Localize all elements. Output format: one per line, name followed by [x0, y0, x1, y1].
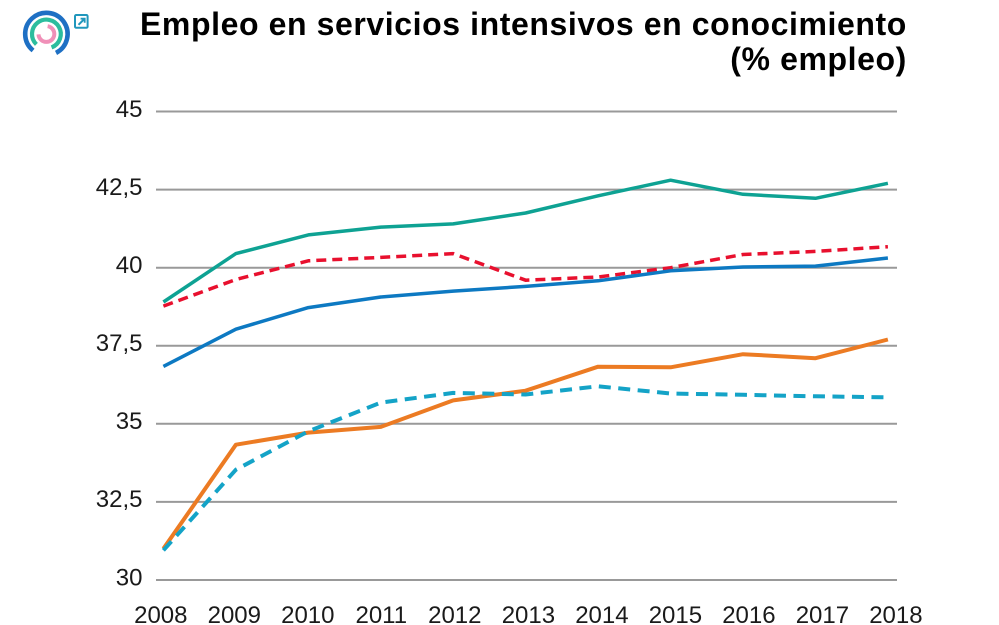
- svg-text:40: 40: [116, 252, 143, 279]
- svg-text:2014: 2014: [575, 602, 628, 625]
- svg-text:30: 30: [116, 564, 143, 591]
- svg-text:2011: 2011: [355, 602, 407, 625]
- svg-text:2009: 2009: [208, 602, 261, 625]
- svg-text:2013: 2013: [502, 602, 555, 625]
- svg-text:42,5: 42,5: [96, 174, 143, 201]
- svg-text:2018: 2018: [869, 602, 922, 625]
- svg-text:2016: 2016: [722, 602, 775, 625]
- svg-text:2017: 2017: [796, 602, 849, 625]
- svg-text:2010: 2010: [281, 602, 334, 625]
- svg-text:2012: 2012: [428, 602, 481, 625]
- svg-text:45: 45: [116, 96, 143, 123]
- svg-text:2015: 2015: [649, 602, 702, 625]
- svg-text:(% empleo): (% empleo): [730, 41, 907, 77]
- svg-text:Empleo en servicios intensivos: Empleo en servicios intensivos en conoci…: [140, 6, 907, 42]
- svg-text:32,5: 32,5: [96, 486, 143, 513]
- svg-text:2008: 2008: [134, 602, 187, 625]
- svg-text:37,5: 37,5: [96, 330, 143, 357]
- svg-text:35: 35: [116, 408, 143, 435]
